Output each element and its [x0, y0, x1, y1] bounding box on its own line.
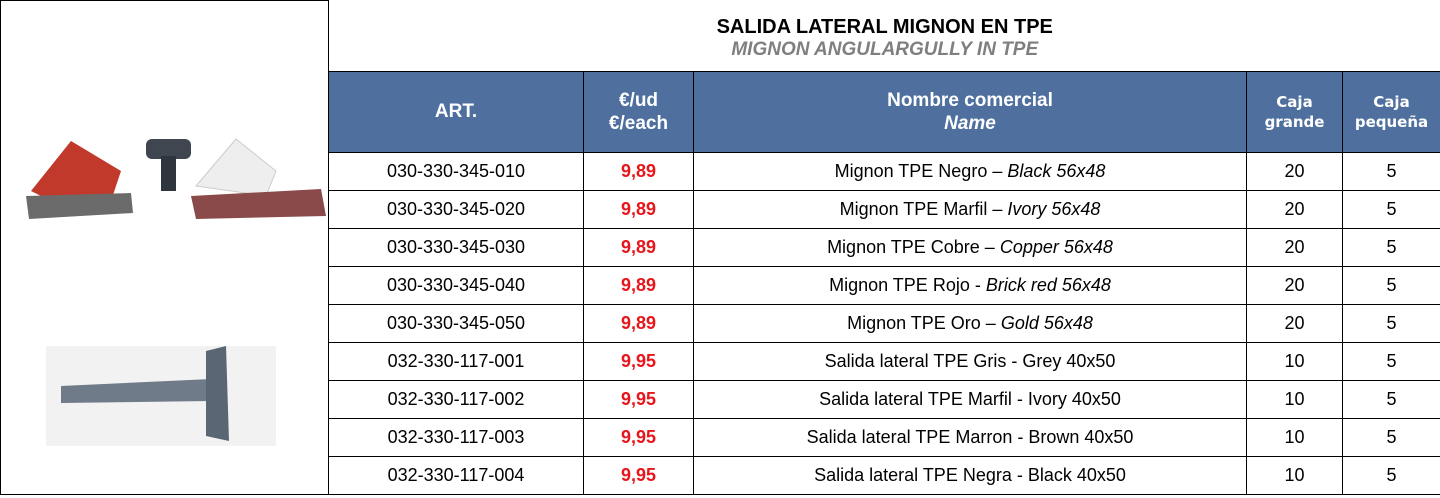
black-spout [161, 156, 176, 191]
title: SALIDA LATERAL MIGNON EN TPE [329, 1, 1440, 39]
name-es: Mignon TPE Rojo - [829, 275, 981, 295]
name-es: Mignon TPE Negro – [835, 161, 1003, 181]
box-small: 5 [1343, 456, 1440, 494]
art-code: 032-330-117-004 [329, 456, 584, 494]
name-es: Salida lateral TPE Negra - Black 40x50 [814, 465, 1126, 485]
name-es: Salida lateral TPE Marfil - Ivory 40x50 [819, 389, 1121, 409]
product-name: Salida lateral TPE Gris - Grey 40x50 [694, 342, 1247, 380]
name-es: Salida lateral TPE Gris - Grey 40x50 [825, 351, 1116, 371]
header-line: grande [1265, 113, 1325, 131]
header-line: €/ud [619, 90, 658, 111]
subtitle: MIGNON ANGULARGULLY IN TPE [329, 39, 1440, 72]
name-en: Black 56x48 [1007, 161, 1105, 181]
art-code: 032-330-117-002 [329, 380, 584, 418]
price: 9,95 [584, 456, 694, 494]
box-large: 20 [1247, 190, 1343, 228]
product-images [1, 1, 329, 495]
art-code: 030-330-345-020 [329, 190, 584, 228]
art-code: 032-330-117-001 [329, 342, 584, 380]
header-line: Name [944, 113, 996, 134]
name-en: Brick red 56x48 [986, 275, 1111, 295]
price-table: SALIDA LATERAL MIGNON EN TPE MIGNON ANGU… [0, 0, 1440, 495]
art-code: 030-330-345-040 [329, 266, 584, 304]
art-code: 030-330-345-030 [329, 228, 584, 266]
box-large: 20 [1247, 266, 1343, 304]
price: 9,95 [584, 380, 694, 418]
column-header: Caja grande [1247, 71, 1343, 152]
name-es: Mignon TPE Cobre – [827, 237, 995, 257]
box-large: 20 [1247, 304, 1343, 342]
product-name: Salida lateral TPE Negra - Black 40x50 [694, 456, 1247, 494]
header-line: ART. [435, 101, 477, 122]
box-small: 5 [1343, 190, 1440, 228]
name-en: Gold 56x48 [1001, 313, 1093, 333]
price: 9,95 [584, 342, 694, 380]
name-es: Mignon TPE Marfil – [840, 199, 1003, 219]
product-name: Salida lateral TPE Marron - Brown 40x50 [694, 418, 1247, 456]
product-name: Mignon TPE Marfil – Ivory 56x48 [694, 190, 1247, 228]
price: 9,89 [584, 228, 694, 266]
box-large: 10 [1247, 456, 1343, 494]
header-line: Nombre comercial [887, 90, 1053, 111]
name-es: Mignon TPE Oro – [847, 313, 996, 333]
column-header: ART. [329, 71, 584, 152]
box-large: 10 [1247, 380, 1343, 418]
box-small: 5 [1343, 380, 1440, 418]
column-header: Caja pequeña [1343, 71, 1440, 152]
grey-flange [206, 346, 229, 441]
art-code: 030-330-345-010 [329, 152, 584, 190]
product-name: Mignon TPE Cobre – Copper 56x48 [694, 228, 1247, 266]
price: 9,89 [584, 304, 694, 342]
name-es: Salida lateral TPE Marron - Brown 40x50 [807, 427, 1134, 447]
header-line: pequeña [1355, 113, 1428, 131]
name-en: Ivory 56x48 [1007, 199, 1100, 219]
art-code: 032-330-117-003 [329, 418, 584, 456]
box-small: 5 [1343, 304, 1440, 342]
box-small: 5 [1343, 418, 1440, 456]
column-header: €/ud€/each [584, 71, 694, 152]
box-large: 20 [1247, 152, 1343, 190]
header-line: €/each [609, 113, 668, 134]
art-code: 030-330-345-050 [329, 304, 584, 342]
price: 9,89 [584, 152, 694, 190]
box-small: 5 [1343, 266, 1440, 304]
product-name: Salida lateral TPE Marfil - Ivory 40x50 [694, 380, 1247, 418]
grey-base [26, 193, 133, 219]
box-small: 5 [1343, 342, 1440, 380]
price: 9,95 [584, 418, 694, 456]
box-small: 5 [1343, 152, 1440, 190]
product-name: Mignon TPE Oro – Gold 56x48 [694, 304, 1247, 342]
product-illustrations [1, 1, 327, 497]
box-large: 10 [1247, 418, 1343, 456]
header-line: Caja [1373, 93, 1409, 111]
box-large: 10 [1247, 342, 1343, 380]
price: 9,89 [584, 266, 694, 304]
page: {"header": {"title": "SALIDA LATERAL MIG… [0, 0, 1440, 498]
box-large: 20 [1247, 228, 1343, 266]
name-en: Copper 56x48 [1000, 237, 1113, 257]
brown-base [191, 189, 326, 219]
box-small: 5 [1343, 228, 1440, 266]
header-line: Caja [1276, 93, 1312, 111]
product-name: Mignon TPE Rojo - Brick red 56x48 [694, 266, 1247, 304]
price: 9,89 [584, 190, 694, 228]
product-name: Mignon TPE Negro – Black 56x48 [694, 152, 1247, 190]
white-gully [196, 139, 276, 196]
